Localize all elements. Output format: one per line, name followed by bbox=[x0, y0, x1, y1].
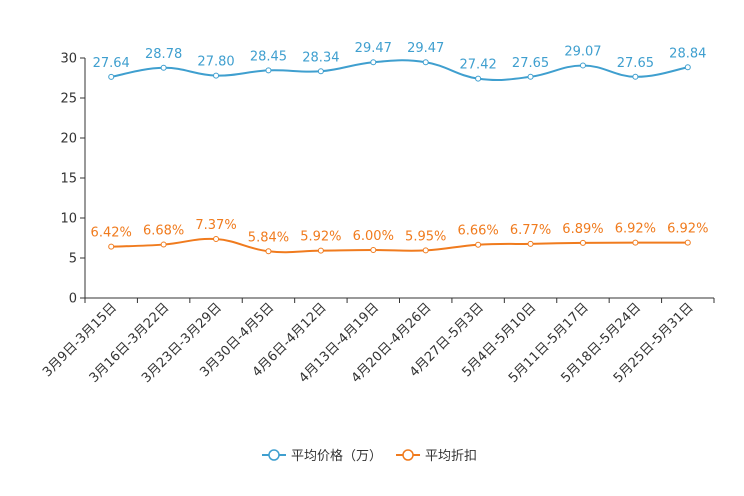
data-point bbox=[160, 241, 167, 248]
data-label: 27.64 bbox=[93, 56, 130, 71]
y-tick-label: 25 bbox=[60, 92, 77, 107]
data-label: 6.68% bbox=[143, 224, 184, 239]
data-point bbox=[632, 239, 639, 246]
data-point bbox=[108, 73, 115, 80]
data-label: 6.89% bbox=[562, 222, 603, 237]
y-tick-label: 20 bbox=[60, 132, 77, 147]
y-tick-label: 15 bbox=[60, 172, 77, 187]
legend-item-2[interactable]: 平均折扣 bbox=[396, 449, 477, 464]
data-point bbox=[527, 73, 534, 80]
data-label: 29.47 bbox=[407, 41, 444, 56]
legend[interactable]: 平均价格（万） 平均折扣 bbox=[262, 448, 477, 464]
data-label: 27.65 bbox=[512, 56, 549, 71]
data-label: 6.77% bbox=[510, 223, 551, 238]
data-label: 28.84 bbox=[669, 46, 706, 61]
series-layer: 27.64 28.78 27.80 28.45 28.34 29.47 29.47 27.42… bbox=[91, 41, 708, 255]
data-point bbox=[108, 243, 115, 250]
legend-label: 平均价格（万） bbox=[291, 448, 382, 464]
data-label: 29.07 bbox=[564, 44, 601, 59]
data-point bbox=[370, 247, 377, 253]
legend-marker-icon bbox=[268, 449, 280, 461]
data-point bbox=[579, 62, 586, 69]
y-tick-label: 5 bbox=[69, 252, 77, 267]
data-label: 7.37% bbox=[195, 218, 236, 233]
data-point bbox=[684, 239, 691, 246]
data-label: 6.66% bbox=[457, 224, 498, 239]
data-point bbox=[160, 64, 167, 71]
data-point bbox=[265, 67, 272, 74]
data-label: 5.95% bbox=[405, 229, 446, 244]
data-point bbox=[475, 241, 482, 248]
data-point bbox=[579, 239, 586, 246]
data-label: 29.47 bbox=[355, 41, 392, 56]
data-point bbox=[265, 248, 272, 255]
data-label: 28.78 bbox=[145, 47, 182, 62]
data-label: 6.42% bbox=[91, 226, 132, 241]
data-label: 27.65 bbox=[617, 56, 654, 71]
legend-marker-icon bbox=[402, 449, 414, 461]
data-point bbox=[213, 72, 220, 79]
data-point bbox=[422, 247, 429, 254]
legend-item-1[interactable]: 平均价格（万） bbox=[262, 448, 382, 464]
data-point bbox=[527, 240, 534, 247]
data-label: 6.92% bbox=[667, 222, 708, 237]
y-tick-label: 0 bbox=[69, 292, 77, 307]
data-label: 6.00% bbox=[353, 229, 394, 244]
series-2: 6.42% 6.68% 7.37% 5.84% 5.92% 6.00% 5.95% 6.66%… bbox=[91, 218, 708, 255]
y-tick-label: 10 bbox=[60, 212, 77, 227]
data-label: 27.42 bbox=[460, 58, 497, 73]
legend-label: 平均折扣 bbox=[425, 449, 477, 464]
axes: 0510152025303月9日-3月15日3月16日-3月22日3月23日-3… bbox=[40, 52, 715, 386]
data-point bbox=[684, 64, 691, 71]
data-point bbox=[213, 236, 220, 243]
data-point bbox=[422, 59, 429, 66]
data-label: 28.45 bbox=[250, 49, 287, 64]
data-point bbox=[475, 75, 482, 82]
data-label: 6.92% bbox=[615, 222, 656, 237]
data-point bbox=[317, 247, 324, 254]
data-point bbox=[317, 68, 324, 75]
data-point bbox=[632, 73, 639, 80]
series-1: 27.64 28.78 27.80 28.45 28.34 29.47 29.47 27.42… bbox=[93, 41, 706, 82]
data-label: 5.84% bbox=[248, 230, 289, 245]
series-line bbox=[111, 237, 688, 254]
data-label: 28.34 bbox=[302, 50, 339, 65]
data-label: 27.80 bbox=[197, 55, 234, 70]
y-tick-label: 30 bbox=[60, 52, 77, 67]
series-line bbox=[111, 59, 688, 82]
data-point bbox=[370, 59, 377, 66]
data-label: 5.92% bbox=[300, 230, 341, 245]
